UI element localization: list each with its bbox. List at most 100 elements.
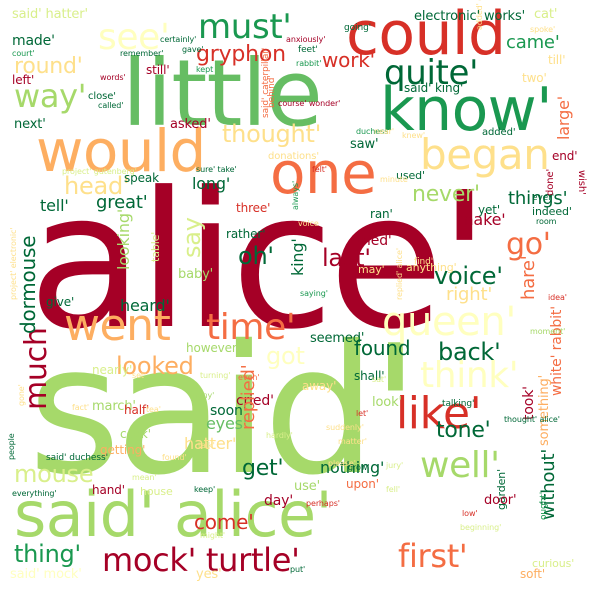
- word: felt': [312, 165, 327, 174]
- word: suddenly': [326, 423, 364, 432]
- word: curious': [532, 557, 575, 570]
- word: made': [12, 33, 55, 49]
- word: may': [358, 263, 385, 276]
- word: one: [270, 139, 377, 207]
- word: wish': [576, 170, 587, 195]
- word: said' alice': [14, 478, 333, 551]
- word: get': [242, 456, 284, 481]
- word: think': [420, 355, 519, 396]
- word: room: [536, 217, 557, 226]
- word: ever': [532, 193, 555, 203]
- word: tried': [356, 233, 392, 249]
- word: fell': [386, 485, 400, 494]
- word: low': [462, 509, 478, 518]
- word: still': [146, 63, 170, 77]
- word: soft': [520, 567, 546, 581]
- word: yes': [196, 567, 222, 582]
- word: dormouse: [16, 235, 40, 334]
- word: gave': [182, 45, 204, 54]
- word: half': [124, 403, 150, 417]
- word: quite': [384, 53, 479, 93]
- word: hare': [518, 255, 539, 300]
- word: mean': [132, 473, 157, 482]
- word: tone': [436, 418, 491, 443]
- word: seemed': [310, 331, 365, 346]
- word: things': [508, 188, 568, 209]
- word: cat': [534, 7, 558, 22]
- word: tea': [146, 405, 161, 414]
- word: jury': [386, 461, 404, 470]
- word: found: [354, 336, 411, 360]
- word: round': [14, 54, 83, 79]
- word: let': [356, 409, 369, 418]
- word: shall': [354, 369, 385, 383]
- word: minute': [380, 175, 410, 184]
- word: say: [178, 217, 206, 258]
- word: speak: [124, 171, 159, 185]
- word: would: [36, 117, 206, 185]
- word: alice': [28, 152, 490, 371]
- word: project' electronic': [9, 227, 18, 300]
- word: duchess': [356, 127, 391, 136]
- word: course' wonder': [278, 99, 341, 108]
- word: said' caterpillar': [261, 47, 271, 118]
- word: door': [484, 493, 517, 508]
- word: come': [194, 510, 254, 534]
- word: something': [537, 374, 552, 446]
- word: could: [346, 0, 506, 69]
- word: fact': [72, 403, 90, 412]
- word: head': [64, 172, 130, 200]
- word: even': [238, 373, 260, 382]
- word: see': [98, 17, 170, 58]
- word: march': [92, 399, 136, 414]
- word: near': [374, 127, 394, 136]
- word: court': [12, 49, 35, 58]
- word: two': [522, 71, 547, 85]
- word: turning': [200, 371, 231, 380]
- word: large': [554, 96, 573, 140]
- word: said' hatter': [12, 7, 88, 22]
- word: said': [28, 307, 420, 514]
- word: indeed': [532, 205, 572, 218]
- word: might': [200, 531, 226, 540]
- word: found': [162, 453, 187, 462]
- word: upon': [346, 477, 379, 491]
- word: away': [302, 379, 337, 393]
- word: hatter': [184, 434, 237, 453]
- word: said' king': [404, 81, 464, 95]
- word: mouse: [14, 460, 94, 488]
- word: came': [506, 32, 560, 53]
- word: king': [288, 238, 307, 276]
- word: put': [290, 565, 306, 574]
- word: keep': [194, 485, 216, 494]
- word: end': [552, 149, 578, 163]
- word: moment': [530, 327, 566, 336]
- word: always': [291, 180, 300, 210]
- word: got: [266, 342, 305, 370]
- word: people: [7, 433, 16, 460]
- word: queen': [382, 299, 516, 345]
- word: last': [322, 244, 371, 272]
- word: nothing': [320, 458, 385, 477]
- word: must': [198, 7, 292, 47]
- word: hardly': [266, 431, 293, 440]
- word: give': [46, 295, 75, 309]
- word: kept: [196, 65, 214, 74]
- word: oh': [238, 242, 274, 270]
- word: first': [398, 537, 468, 575]
- word: thought': [222, 120, 322, 148]
- word: rather': [226, 227, 266, 241]
- word: heard': [120, 296, 170, 315]
- word: saw': [350, 137, 379, 152]
- word: added': [482, 127, 516, 138]
- word: thought' alice': [504, 415, 560, 424]
- word: like': [396, 388, 482, 439]
- word: gryphon: [196, 42, 286, 67]
- word: mock' turtle': [102, 541, 300, 579]
- word: done': [545, 168, 556, 196]
- word: never': [412, 182, 480, 207]
- word: remember': [120, 49, 164, 58]
- word: cook': [120, 427, 151, 441]
- word: words': [100, 73, 126, 82]
